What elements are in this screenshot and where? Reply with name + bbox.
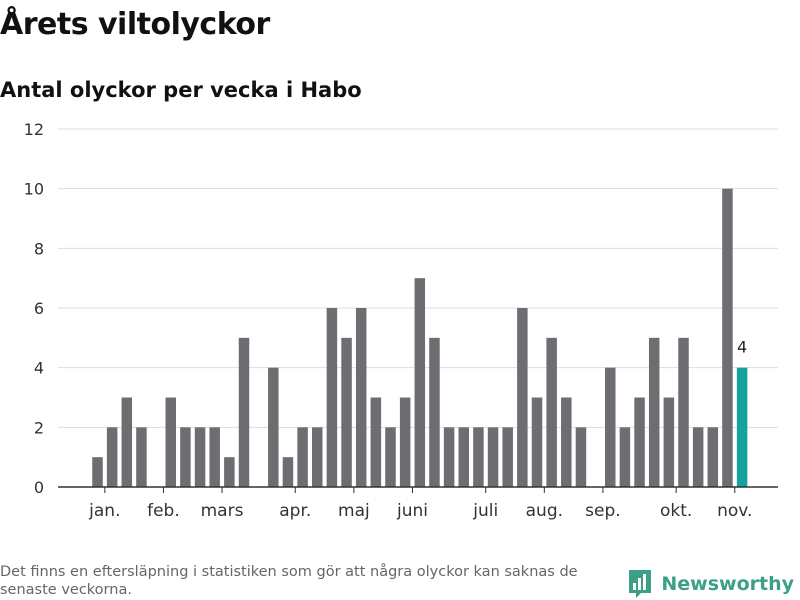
y-tick-label: 2 xyxy=(34,418,44,437)
chart-title: Årets viltolyckor xyxy=(0,7,270,42)
bar xyxy=(692,427,704,487)
bar xyxy=(678,337,689,487)
bar xyxy=(502,427,513,487)
bar xyxy=(106,427,118,487)
bar xyxy=(399,397,411,487)
x-tick-label: maj xyxy=(338,501,370,521)
highlighted-bar xyxy=(736,367,748,487)
x-tick-label: mars xyxy=(201,501,244,521)
bar xyxy=(238,337,250,487)
bar xyxy=(473,427,484,487)
bar xyxy=(648,337,660,487)
bar xyxy=(180,427,191,487)
brand-logo[interactable]: Newsworthy xyxy=(627,568,794,600)
y-tick-label: 0 xyxy=(34,478,44,497)
x-tick-label: juli xyxy=(472,501,498,521)
bar xyxy=(385,427,396,487)
bar xyxy=(619,427,631,487)
bar xyxy=(458,427,469,487)
y-tick-label: 10 xyxy=(24,180,44,199)
y-tick-label: 6 xyxy=(34,299,44,318)
bar xyxy=(355,308,367,487)
x-tick-label: juni xyxy=(396,501,428,521)
bar xyxy=(121,397,133,487)
chart-subtitle: Antal olyckor per vecka i Habo xyxy=(0,78,362,102)
brand-name: Newsworthy xyxy=(661,573,794,595)
bar xyxy=(92,457,103,487)
bar xyxy=(224,457,235,487)
x-axis-ticks: jan. feb. mars apr. maj juni juli aug. sep. okt. n… xyxy=(88,487,752,521)
bar xyxy=(707,427,719,487)
bar xyxy=(268,367,279,487)
bar xyxy=(165,397,176,487)
bar xyxy=(414,278,426,487)
bar xyxy=(297,427,308,487)
bar xyxy=(561,397,572,487)
x-tick-label: feb. xyxy=(147,501,180,521)
bar xyxy=(634,397,645,487)
bar xyxy=(605,367,616,487)
x-tick-label: okt. xyxy=(660,501,692,521)
y-tick-label: 8 xyxy=(34,239,44,258)
bar xyxy=(487,427,499,487)
bar xyxy=(326,308,338,487)
bars: 4 xyxy=(92,188,748,487)
bar xyxy=(531,397,543,487)
bar xyxy=(209,427,220,487)
bar xyxy=(341,337,352,487)
bar xyxy=(575,427,587,487)
bar xyxy=(546,337,557,487)
x-tick-label: apr. xyxy=(279,501,311,521)
bar-chart: 0 2 4 6 8 10 12 4 jan. feb. mars apr. maj juni juli a… xyxy=(24,120,778,521)
bar-chart-logo-icon xyxy=(629,570,652,598)
bar xyxy=(282,457,294,487)
bar xyxy=(722,188,733,487)
bar xyxy=(194,427,206,487)
bar xyxy=(312,427,323,487)
x-tick-label: jan. xyxy=(88,501,120,521)
x-tick-label: sep. xyxy=(585,501,621,521)
bar xyxy=(517,308,528,487)
y-tick-label: 12 xyxy=(24,120,44,139)
bar xyxy=(443,427,455,487)
bar xyxy=(370,397,382,487)
bar xyxy=(429,337,440,487)
y-tick-label: 4 xyxy=(34,359,44,378)
x-tick-label: nov. xyxy=(717,501,752,521)
footnote: Det finns en eftersläpning i statistiken… xyxy=(0,564,578,598)
bar xyxy=(136,427,147,487)
bar xyxy=(663,397,675,487)
y-axis-ticks: 0 2 4 6 8 10 12 xyxy=(24,120,44,497)
highlight-value-label: 4 xyxy=(737,338,747,357)
x-tick-label: aug. xyxy=(526,501,563,521)
